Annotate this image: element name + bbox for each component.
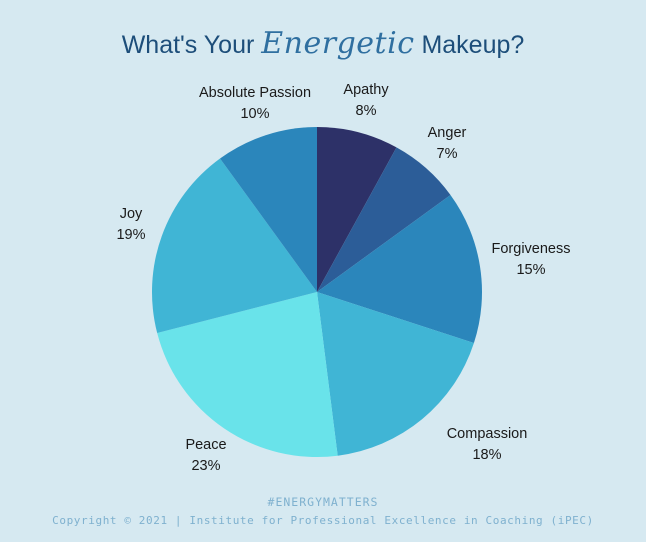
- pie-slice-peace: [157, 292, 338, 458]
- title-accent-word: Energetic: [261, 26, 415, 61]
- slice-value-label: 10%: [240, 106, 269, 122]
- slice-label: Forgiveness: [492, 241, 571, 257]
- slice-value-label: 23%: [191, 458, 220, 474]
- slice-label: Joy: [120, 206, 143, 222]
- pie-slice-anger: [317, 147, 451, 292]
- title-prefix: What's Your: [121, 31, 262, 59]
- chart-title: What's Your Energetic Makeup?: [0, 26, 646, 61]
- labels-layer: Apathy 8% Anger 7% Forgiveness 15% Compassion 1…: [116, 82, 570, 474]
- slice-value-label: 8%: [356, 103, 377, 119]
- slices-layer: [151, 127, 482, 458]
- slice-value-label: 19%: [116, 227, 145, 243]
- slice-label: Peace: [185, 437, 226, 453]
- pie-slice-compassion: [317, 292, 474, 456]
- slice-value-label: 15%: [516, 262, 545, 278]
- title-suffix: Makeup?: [414, 31, 525, 59]
- pie-slice-forgiveness: [317, 195, 482, 343]
- slice-label: Compassion: [447, 426, 528, 442]
- pie-slice-apathy: [317, 127, 397, 292]
- slice-value-label: 7%: [437, 146, 458, 162]
- footer-copyright: Copyright © 2021 | Institute for Profess…: [52, 514, 594, 527]
- footer-hashtag: #ENERGYMATTERS: [267, 495, 379, 509]
- slice-value-label: 18%: [472, 447, 501, 463]
- pie-slice-absolute-passion: [220, 127, 317, 292]
- slice-label: Anger: [428, 125, 467, 141]
- slice-label: Absolute Passion: [199, 85, 311, 101]
- slice-label: Apathy: [343, 82, 389, 98]
- pie-slice-joy: [151, 158, 317, 334]
